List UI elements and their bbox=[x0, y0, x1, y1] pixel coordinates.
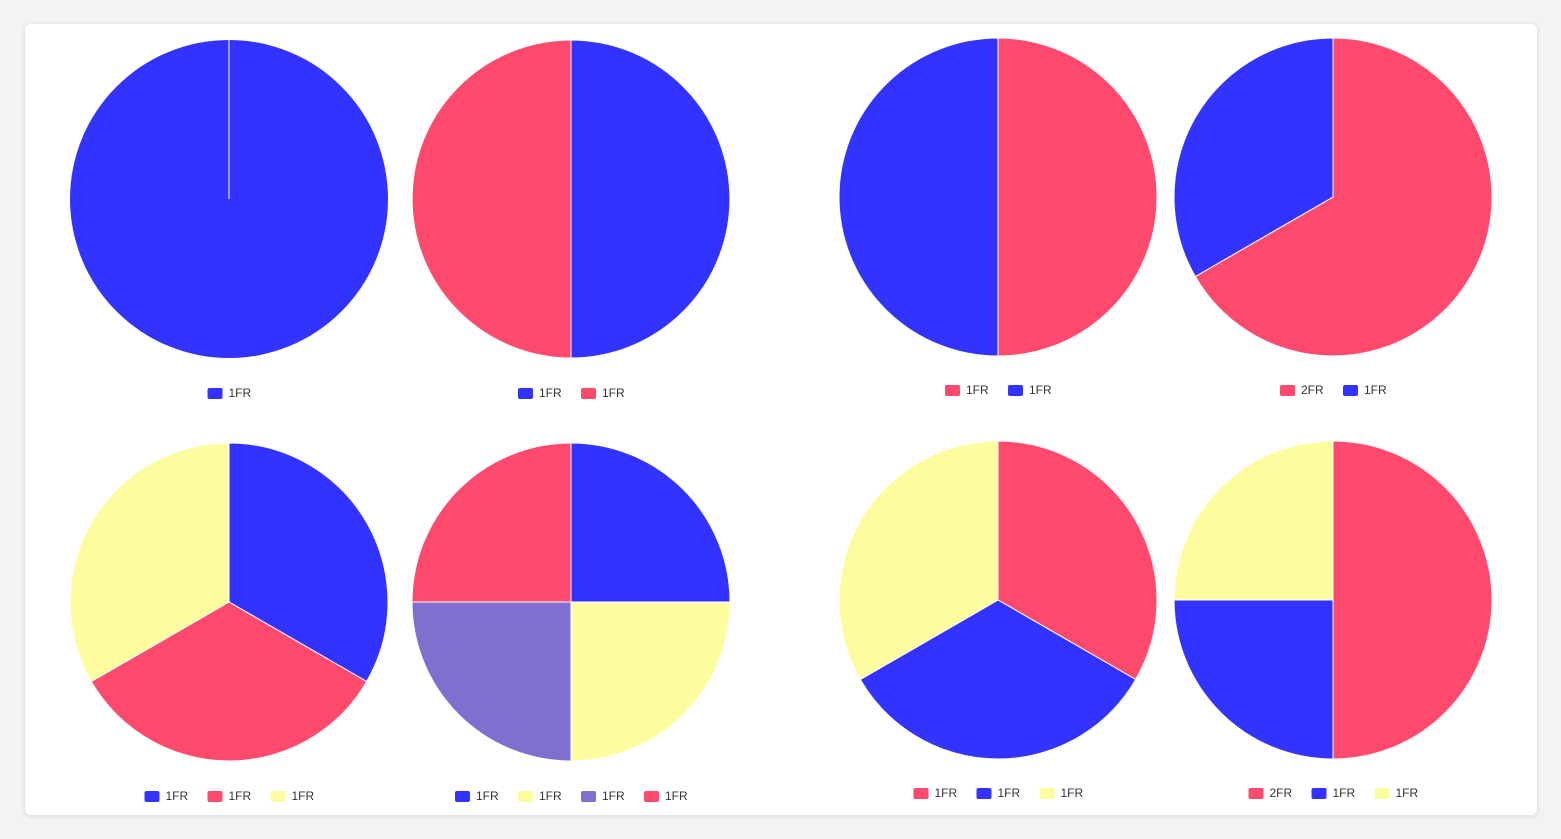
legend-label: 1FR bbox=[602, 789, 625, 803]
legend-swatch bbox=[1374, 788, 1390, 799]
legend-label: 1FR bbox=[935, 786, 958, 800]
legend-swatch bbox=[913, 788, 929, 799]
legend-swatch bbox=[644, 791, 659, 802]
legend-label: 1FR bbox=[539, 386, 562, 400]
pie-slice bbox=[570, 601, 731, 762]
pie-slice bbox=[997, 440, 1158, 681]
pie-slice bbox=[570, 39, 731, 359]
legend-label: 1FR bbox=[665, 789, 688, 803]
legend-label: 1FR bbox=[229, 386, 252, 400]
legend-swatch bbox=[518, 791, 533, 802]
legend-swatch bbox=[945, 385, 960, 396]
pie-slice bbox=[228, 442, 389, 683]
pie-slice bbox=[69, 442, 230, 683]
legend-swatch bbox=[518, 388, 533, 399]
pie-slice bbox=[997, 37, 1158, 357]
legend-swatch bbox=[976, 788, 992, 799]
legend-label: 1FR bbox=[998, 786, 1021, 800]
legend-label: 1FR bbox=[166, 789, 189, 803]
pie-slice bbox=[411, 39, 572, 359]
legend-swatch bbox=[207, 791, 223, 802]
legend-label: 1FR bbox=[229, 789, 252, 803]
pie-slice bbox=[411, 601, 572, 762]
legend-swatch bbox=[1343, 385, 1358, 396]
pie-slice bbox=[1332, 440, 1493, 760]
legend-swatch bbox=[207, 388, 223, 399]
pie-slice bbox=[1173, 599, 1334, 760]
legend-label: 2FR bbox=[1270, 786, 1293, 800]
pie-slice bbox=[1173, 440, 1334, 601]
legend-swatch bbox=[1311, 788, 1327, 799]
legend-label: 1FR bbox=[539, 789, 562, 803]
legend-swatch bbox=[1039, 788, 1055, 799]
legend-swatch bbox=[581, 388, 596, 399]
pie-slice bbox=[411, 442, 572, 603]
pie-slice bbox=[838, 37, 999, 357]
pie-slice bbox=[1173, 37, 1334, 278]
legend-label: 1FR bbox=[1364, 383, 1387, 397]
legend-swatch bbox=[581, 791, 596, 802]
legend-swatch bbox=[144, 791, 160, 802]
legend-label: 1FR bbox=[476, 789, 499, 803]
legend-swatch bbox=[1248, 788, 1264, 799]
legend-label: 1FR bbox=[292, 789, 315, 803]
legend-swatch bbox=[455, 791, 470, 802]
legend-swatch bbox=[1280, 385, 1295, 396]
legend-label: 1FR bbox=[602, 386, 625, 400]
legend-label: 1FR bbox=[1333, 786, 1356, 800]
legend-swatch bbox=[1008, 385, 1023, 396]
pie-slice bbox=[1194, 37, 1493, 357]
legend-label: 1FR bbox=[1029, 383, 1052, 397]
legend-label: 1FR bbox=[966, 383, 989, 397]
legend-label: 1FR bbox=[1061, 786, 1084, 800]
legend-label: 2FR bbox=[1301, 383, 1324, 397]
legend-label: 1FR bbox=[1396, 786, 1419, 800]
pie-slice bbox=[570, 442, 731, 603]
pie-slice bbox=[838, 440, 999, 681]
legend-swatch bbox=[270, 791, 286, 802]
